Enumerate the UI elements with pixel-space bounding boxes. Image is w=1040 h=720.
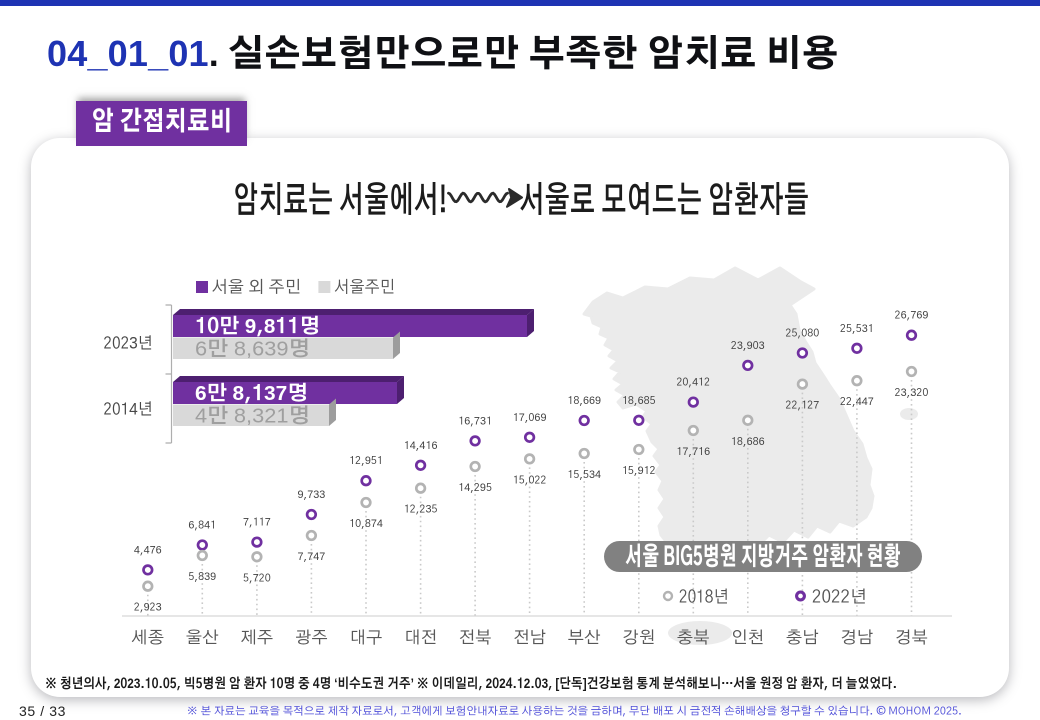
svg-text:인천: 인천	[731, 629, 764, 647]
svg-text:26,769: 26,769	[895, 311, 929, 322]
svg-text:2,923: 2,923	[134, 603, 162, 614]
svg-text:14,295: 14,295	[458, 483, 492, 494]
svg-text:22,447: 22,447	[840, 397, 874, 408]
svg-text:2018년: 2018년	[679, 588, 729, 607]
svg-text:충남: 충남	[786, 629, 819, 647]
svg-text:경남: 경남	[840, 629, 873, 647]
svg-text:18,685: 18,685	[622, 396, 656, 407]
svg-text:23,320: 23,320	[895, 388, 929, 399]
svg-text:2014년: 2014년	[103, 402, 152, 419]
svg-text:14,416: 14,416	[404, 441, 438, 452]
svg-text:부산: 부산	[568, 629, 601, 647]
svg-text:12,951: 12,951	[349, 456, 383, 467]
svg-text:서울 외 주민: 서울 외 주민	[212, 279, 301, 297]
svg-text:서울 BIG5병원 지방거주 암환자 현황: 서울 BIG5병원 지방거주 암환자 현황	[626, 543, 901, 571]
svg-text:7,117: 7,117	[243, 518, 271, 529]
svg-text:2022년: 2022년	[812, 588, 867, 607]
svg-text:16,731: 16,731	[458, 416, 492, 427]
svg-text:5,720: 5,720	[243, 573, 271, 584]
svg-text:충북: 충북	[677, 629, 710, 647]
svg-text:전남: 전남	[513, 629, 546, 647]
svg-text:제주: 제주	[240, 629, 273, 647]
svg-text:17,716: 17,716	[676, 447, 710, 458]
svg-text:23,903: 23,903	[731, 341, 765, 352]
svg-text:울산: 울산	[186, 629, 219, 647]
svg-text:15,912: 15,912	[622, 466, 656, 477]
svg-text:15,534: 15,534	[567, 470, 601, 481]
svg-text:광주: 광주	[295, 629, 328, 647]
svg-text:18,686: 18,686	[731, 437, 765, 448]
svg-text:4,476: 4,476	[134, 545, 162, 556]
svg-text:20,412: 20,412	[676, 378, 710, 389]
svg-text:세종: 세종	[131, 629, 164, 647]
svg-text:암치료는 서울에서!: 암치료는 서울에서!	[234, 182, 448, 220]
svg-text:강원: 강원	[622, 629, 655, 647]
svg-text:경북: 경북	[895, 629, 928, 647]
svg-text:6만 8,639명: 6만 8,639명	[195, 338, 310, 361]
svg-text:4만 8,321명: 4만 8,321명	[195, 405, 310, 428]
svg-text:7,747: 7,747	[298, 552, 326, 563]
svg-text:서울로 모여드는 암환자들: 서울로 모여드는 암환자들	[520, 182, 809, 220]
svg-text:※ 본 자료는 교육을 목적으로 제작 자료로서, 고객에게: ※ 본 자료는 교육을 목적으로 제작 자료로서, 고객에게 보험안내자료로 사…	[187, 705, 962, 718]
svg-text:6,841: 6,841	[188, 521, 216, 532]
svg-text:전북: 전북	[459, 629, 492, 647]
svg-text:17,069: 17,069	[513, 413, 547, 424]
svg-text:22,127: 22,127	[786, 401, 820, 412]
svg-text:10,874: 10,874	[349, 519, 383, 530]
svg-text:10만 9,811명: 10만 9,811명	[195, 315, 320, 338]
svg-text:25,080: 25,080	[786, 329, 820, 340]
svg-text:12,235: 12,235	[404, 505, 438, 516]
svg-text:5,839: 5,839	[188, 572, 216, 583]
svg-text:대구: 대구	[350, 629, 383, 647]
svg-text:2023년: 2023년	[103, 336, 152, 353]
svg-text:대전: 대전	[404, 629, 437, 647]
svg-text:※ 청년의사, 2023.10.05, 빅5병원 암 환자: ※ 청년의사, 2023.10.05, 빅5병원 암 환자 10명 중 4명 ‘…	[45, 676, 897, 691]
svg-text:25,531: 25,531	[840, 324, 874, 335]
svg-text:6만 8,137명: 6만 8,137명	[195, 382, 308, 405]
svg-text:15,022: 15,022	[513, 475, 547, 486]
svg-text:서울주민: 서울주민	[334, 279, 395, 297]
svg-text:18,669: 18,669	[567, 396, 601, 407]
svg-text:9,733: 9,733	[298, 490, 326, 501]
